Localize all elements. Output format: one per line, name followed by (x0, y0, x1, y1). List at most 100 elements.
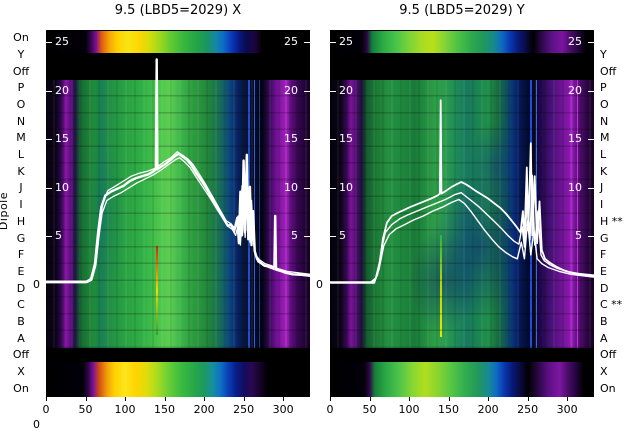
heatmap-vertical-stripe (254, 80, 256, 348)
y-tick-mark (330, 42, 336, 43)
row-label-right: Y (600, 48, 607, 62)
y-tick-label: 20 (55, 83, 69, 97)
row-label-left: F (17, 248, 25, 262)
beam-curves-y (330, 99, 594, 284)
y-tick-mark (588, 236, 594, 238)
beam-curve (330, 99, 594, 283)
y-tick-mark (330, 139, 336, 141)
row-label-right: K (600, 164, 608, 178)
y-tick-label: 5 (55, 229, 62, 243)
y-tick-mark (46, 139, 52, 141)
row-label-right: H ** (600, 214, 623, 228)
row-banding (46, 80, 310, 348)
row-label-left: L (17, 148, 25, 162)
row-label-right: I (600, 198, 604, 212)
x-tick-label: 100 (114, 403, 136, 416)
x-tick-label: 50 (78, 403, 93, 416)
y-tick-label: 5 (575, 229, 582, 243)
y-tick-label: 10 (339, 180, 353, 194)
y-zero-label: 0 (33, 278, 40, 291)
x-tick-label: 50 (362, 403, 377, 416)
column-texture (330, 80, 594, 348)
y-tick-label: 15 (339, 132, 353, 146)
heatmap-blob (467, 120, 526, 214)
row-label-left: N (16, 114, 26, 128)
row-label-left: Off (12, 64, 30, 78)
y-tick-mark (46, 236, 52, 238)
y-tick-mark (304, 187, 310, 189)
row-label-left: G (16, 231, 26, 245)
row-label-left: E (17, 264, 25, 278)
x-tick-mark (369, 397, 371, 401)
x-tick-mark (409, 397, 411, 401)
y-tick-label: 5 (339, 229, 346, 243)
row-label-right: D (600, 281, 609, 295)
beam-curve (46, 157, 310, 284)
y-tick-label: 20 (568, 83, 582, 97)
beam-curve (330, 198, 594, 284)
y-tick-label: 15 (568, 132, 582, 146)
y-tick-label: 5 (291, 229, 298, 243)
row-label-right: J (600, 181, 604, 195)
y-tick-mark (330, 236, 336, 238)
heatmap-vertical-stripe (284, 80, 287, 348)
heatmap-vertical-stripe (576, 80, 578, 348)
row-label-left: I (19, 198, 23, 212)
beam-curve (46, 151, 310, 282)
panel-title-x: 9.5 (LBD5=2029) X (114, 3, 242, 18)
x-tick-mark (204, 397, 206, 401)
row-label-left: Y (17, 48, 25, 62)
row-label-left: D (16, 281, 26, 295)
y-tick-label: 15 (284, 132, 298, 146)
y-tick-label: 25 (568, 35, 582, 48)
x-tick-mark (85, 397, 87, 401)
column-texture (46, 80, 310, 348)
dipole-on-strip-top (46, 31, 310, 53)
row-label-left: J (19, 181, 23, 195)
thin-colored-line (440, 235, 443, 338)
heatmap-panel-x: 25 25 20 20 15 15 10 10 5 5 (46, 30, 310, 397)
x-tick-label: 300 (556, 403, 578, 416)
x-tick-mark (488, 397, 490, 401)
row-label-left: B (17, 314, 25, 328)
row-label-left: A (17, 331, 25, 345)
x-tick-label: 200 (477, 403, 499, 416)
heatmap-main-region (330, 80, 594, 348)
y-zero-label: 0 (316, 278, 323, 291)
heatmap-panel-y: 25 25 20 20 15 15 10 10 5 5 (330, 30, 594, 397)
y-tick-mark (588, 139, 594, 141)
y-tick-label: 10 (55, 180, 69, 194)
y-tick-label: 10 (284, 180, 298, 194)
dipole-on-strip-bottom (46, 362, 310, 397)
y-tick-mark (304, 236, 310, 238)
row-label-right: G (600, 231, 609, 245)
x-tick-label: 250 (233, 403, 255, 416)
x-tick-label: 0 (42, 403, 50, 416)
row-label-right: On (600, 381, 616, 395)
row-label-left: On (13, 381, 29, 395)
row-label-left: K (17, 164, 25, 178)
row-banding (330, 80, 594, 348)
x-tick-mark (527, 397, 529, 401)
beam-curve (46, 58, 310, 284)
y-tick-mark (588, 187, 594, 189)
x-tick-mark (283, 397, 285, 401)
row-label-right: M (600, 131, 610, 145)
x-tick-mark (448, 397, 450, 401)
heatmap-vertical-stripe (569, 80, 572, 348)
row-label-left: H (16, 214, 26, 228)
y-tick-label: 25 (339, 35, 353, 48)
dipole-on-strip-bottom (330, 362, 594, 397)
row-label-right: P (600, 81, 607, 95)
y-tick-mark (304, 42, 310, 43)
row-label-right: C ** (600, 298, 623, 312)
beam-curve (330, 174, 594, 284)
y-tick-mark (330, 90, 336, 92)
row-label-left: O (16, 98, 26, 112)
row-label-right: E (600, 264, 607, 278)
y-tick-mark (588, 42, 594, 43)
row-label-left: M (16, 131, 26, 145)
y-tick-mark (46, 42, 52, 43)
heatmap-main-region (46, 80, 310, 348)
